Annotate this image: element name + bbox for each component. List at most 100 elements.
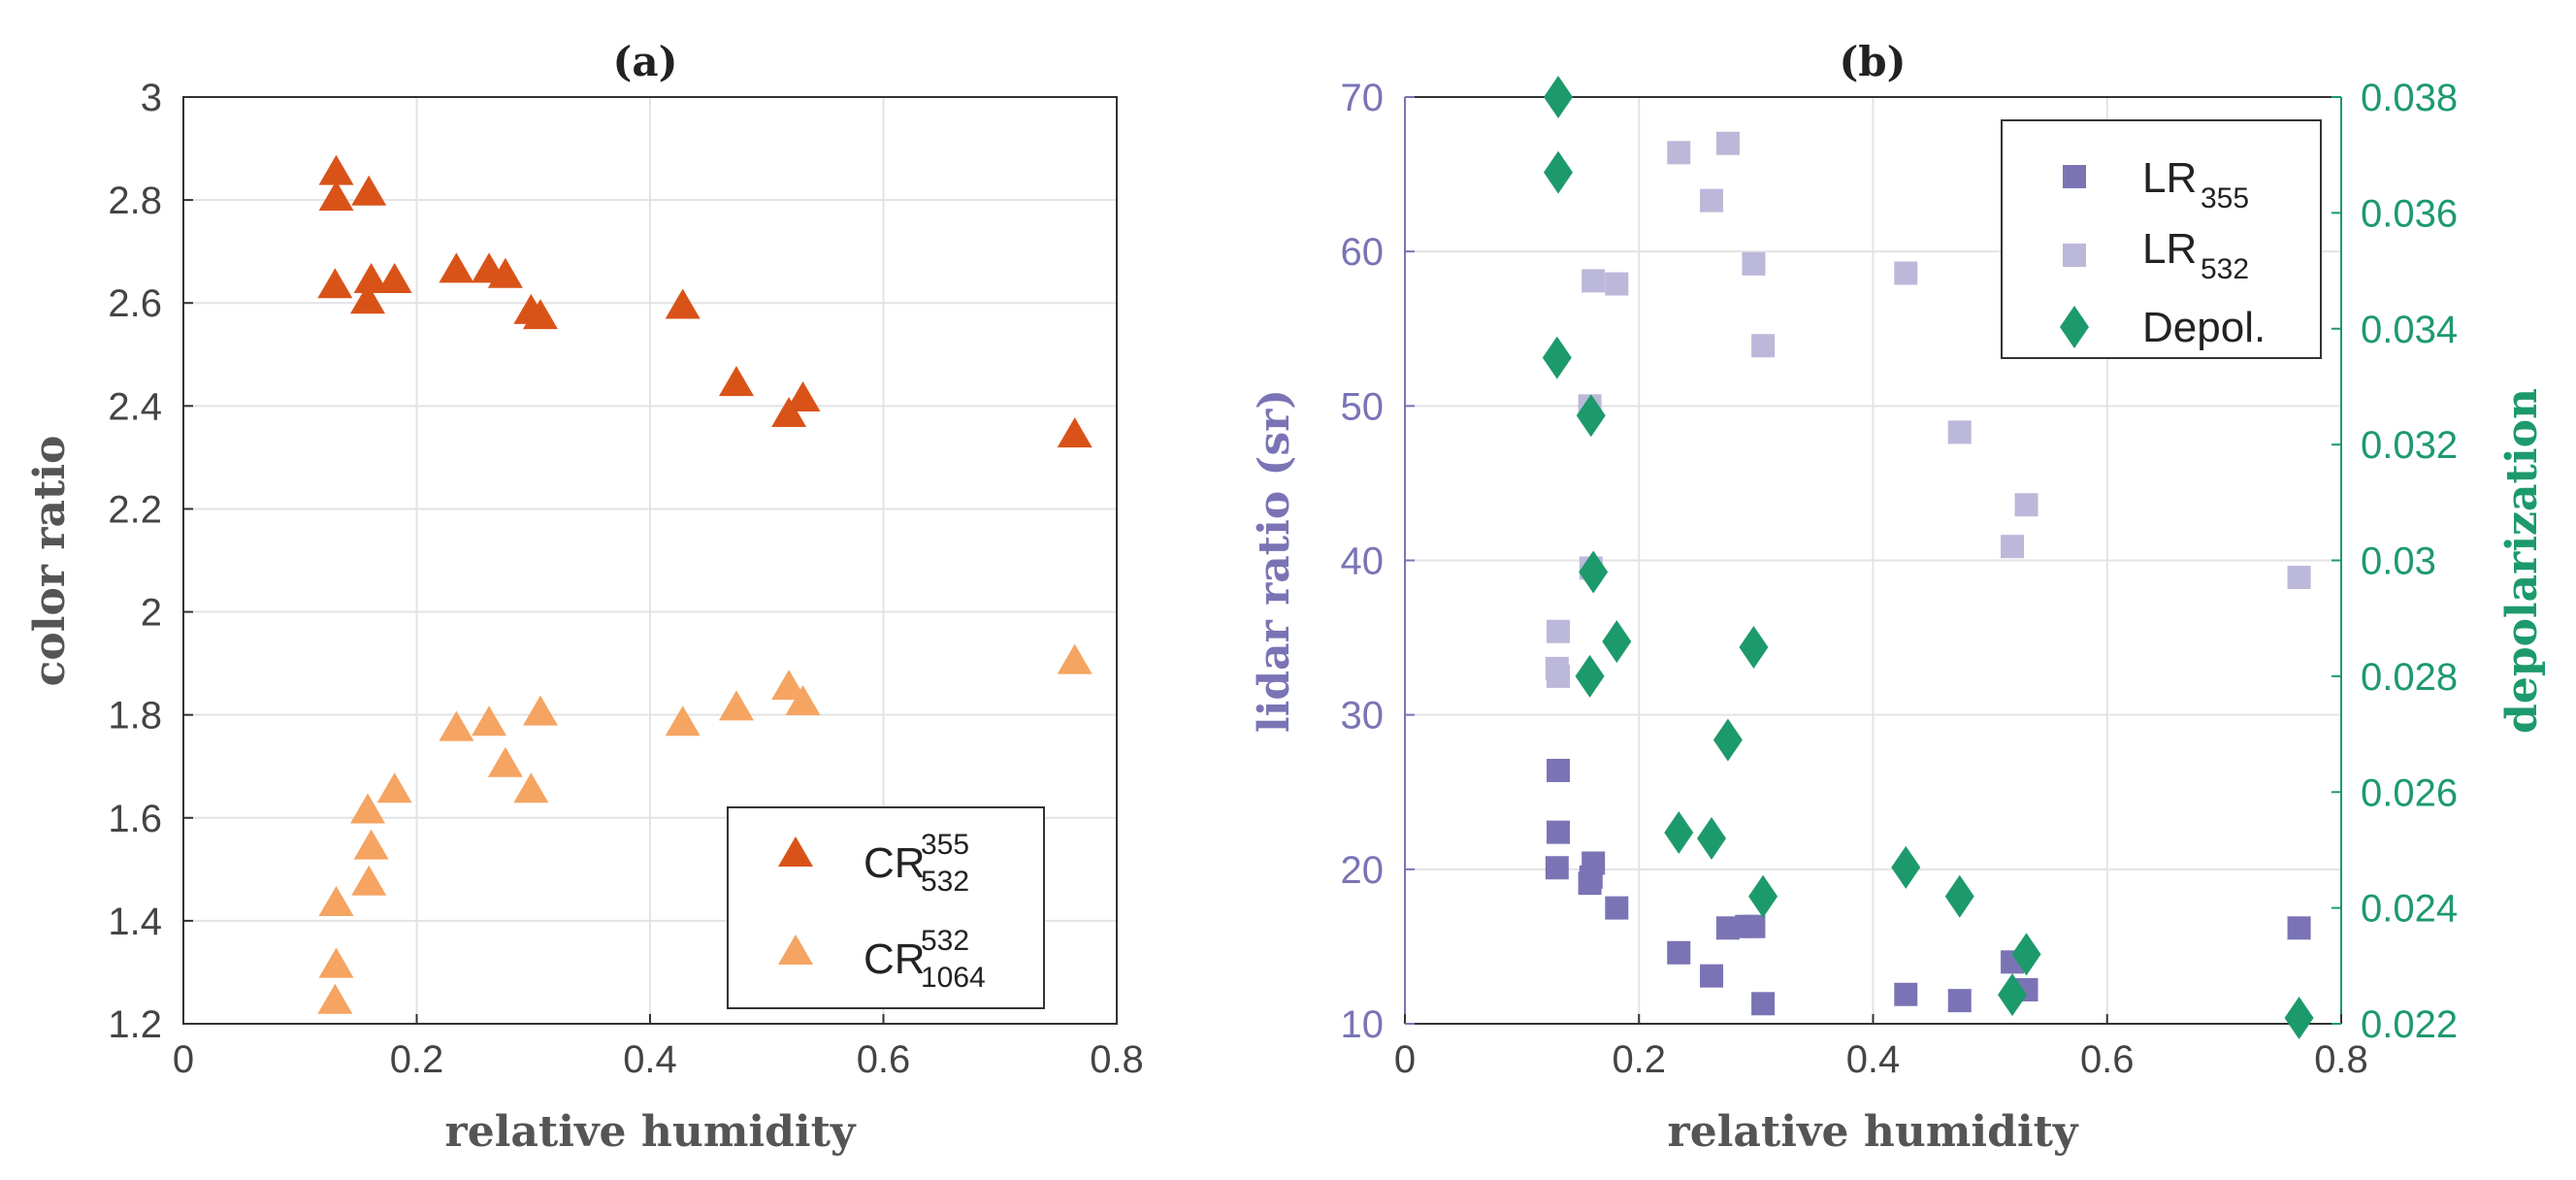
cr532-point (487, 746, 523, 777)
panel-b-x-axis-label: relative humidity (1668, 1107, 2079, 1157)
cr355-point (353, 263, 389, 293)
panel-b-left-y-ticks: 10 20 30 40 50 60 70 (1341, 77, 1415, 1046)
cr355-point (317, 268, 353, 299)
depol-point (1748, 874, 1778, 918)
y2-tick-label: 0.038 (2361, 77, 2458, 119)
panel-b-right-y-ticks: 0.022 0.024 0.026 0.028 0.03 0.032 0.034 0.036 0… (2331, 77, 2458, 1046)
lr355-point (1947, 989, 1972, 1013)
panel-b-y-axis-label: lidar ratio (sr) (1250, 389, 1299, 733)
y2-tick-label: 0.03 (2361, 541, 2436, 583)
cr532-point (771, 670, 807, 701)
cr355-point (785, 381, 821, 412)
lr355-point (1547, 758, 1571, 782)
cr532-point (318, 947, 354, 978)
cr355-point (718, 366, 754, 397)
legend-cr532-sup: 532 (921, 925, 969, 957)
y-tick-label: 2.4 (108, 385, 162, 428)
x-tick-label: 0.6 (857, 1038, 911, 1081)
cr532-point (718, 690, 754, 721)
depol-point (1576, 394, 1606, 438)
panel-a-x-axis-label: relative humidity (445, 1107, 857, 1157)
x-tick-label: 0.6 (2080, 1038, 2135, 1081)
lr532-point (1547, 664, 1571, 688)
legend-cr532-label: CR (864, 935, 926, 983)
y-tick-label: 1.8 (108, 695, 162, 738)
panel-a-y-ticks: 1.2 1.4 1.6 1.8 2 2.2 2.4 2.6 2.8 3 (108, 77, 193, 1046)
cr355-point (1057, 417, 1092, 448)
y2-tick-label: 0.024 (2361, 888, 2458, 931)
legend-cr355-sup: 355 (921, 829, 969, 861)
depol-point (1664, 811, 1694, 855)
depol-point (1544, 150, 1574, 194)
panel-a-y-axis-label: color ratio (25, 436, 75, 687)
panel-a-legend-box (727, 806, 1045, 1009)
y-tick-label: 40 (1341, 541, 1385, 583)
y-tick-label: 2 (141, 592, 162, 635)
panel-a-color-ratio: 0 0.2 0.4 0.6 0.8 1.2 1.4 1.6 1.8 2 2.2 2.4 2.6 2.8 3… (25, 38, 1144, 1157)
lr355-point (1547, 820, 1571, 844)
panel-b-legend-box (2001, 119, 2322, 359)
panel-b-series (1542, 76, 2314, 1040)
y-tick-label: 60 (1341, 231, 1385, 274)
cr532-point (353, 829, 389, 860)
depol-point (1602, 620, 1632, 664)
cr532-point (351, 865, 387, 896)
legend-lr532-sub: 532 (2201, 253, 2249, 285)
legend-cr355-sub: 532 (921, 866, 969, 898)
depol-point (1891, 845, 1921, 889)
panel-b-title: (b) (1839, 38, 1906, 85)
depol-point (1739, 626, 1769, 670)
x-tick-label: 0.8 (1090, 1038, 1144, 1081)
lr532-point (1894, 261, 1918, 285)
depol-point (2011, 933, 2041, 976)
y-tick-label: 1.6 (108, 798, 162, 840)
depol-point (1712, 718, 1743, 762)
legend-cr532-marker (778, 934, 813, 965)
lr532-point (1667, 141, 1691, 165)
lr355-point (1545, 856, 1569, 880)
legend-depol-label: Depol. (2142, 304, 2266, 351)
lr355-point (2287, 916, 2311, 940)
depol-point (1944, 874, 1974, 918)
legend-cr532-sub: 1064 (921, 962, 986, 994)
lr532-point (1581, 269, 1606, 293)
depol-point (1697, 817, 1727, 860)
legend-lr355-sub: 355 (2201, 182, 2249, 214)
lr532-point (1605, 272, 1629, 296)
y-tick-label: 70 (1341, 77, 1385, 119)
series-lr355 (1545, 758, 2311, 1016)
legend-lr532-marker (2063, 244, 2086, 267)
y-tick-label: 2.8 (108, 180, 162, 222)
cr355-point (487, 257, 523, 288)
cr355-point (318, 154, 354, 185)
panel-a-x-ticks: 0 0.2 0.4 0.6 0.8 (173, 1014, 1144, 1081)
lr532-point (1715, 131, 1740, 155)
lr532-point (1947, 420, 1972, 444)
depol-point (1998, 973, 2028, 1017)
panel-a-title: (a) (613, 38, 678, 85)
cr532-point (318, 885, 354, 916)
lr355-point (1700, 964, 1724, 988)
depol-point (1544, 76, 1574, 118)
lr355-point (1667, 940, 1691, 965)
series-lr532 (1545, 131, 2311, 688)
lr532-point (2014, 493, 2038, 517)
cr355-point (665, 288, 701, 319)
y-tick-label: 2.6 (108, 282, 162, 325)
panel-a-legend: CR 355 532 CR 532 1064 (727, 806, 1045, 1009)
cr355-point (439, 252, 474, 283)
lr355-point (1751, 992, 1776, 1016)
y2-tick-label: 0.026 (2361, 771, 2458, 814)
x-tick-label: 0 (173, 1038, 194, 1081)
lr355-point (1894, 982, 1918, 1006)
cr355-point (349, 283, 385, 314)
lr355-point (1605, 896, 1629, 920)
cr532-point (785, 685, 821, 716)
x-tick-label: 0 (1394, 1038, 1416, 1081)
cr532-point (513, 772, 549, 803)
y-tick-label: 30 (1341, 695, 1385, 738)
cr532-point (439, 710, 474, 741)
series-cr355 (317, 154, 1092, 448)
